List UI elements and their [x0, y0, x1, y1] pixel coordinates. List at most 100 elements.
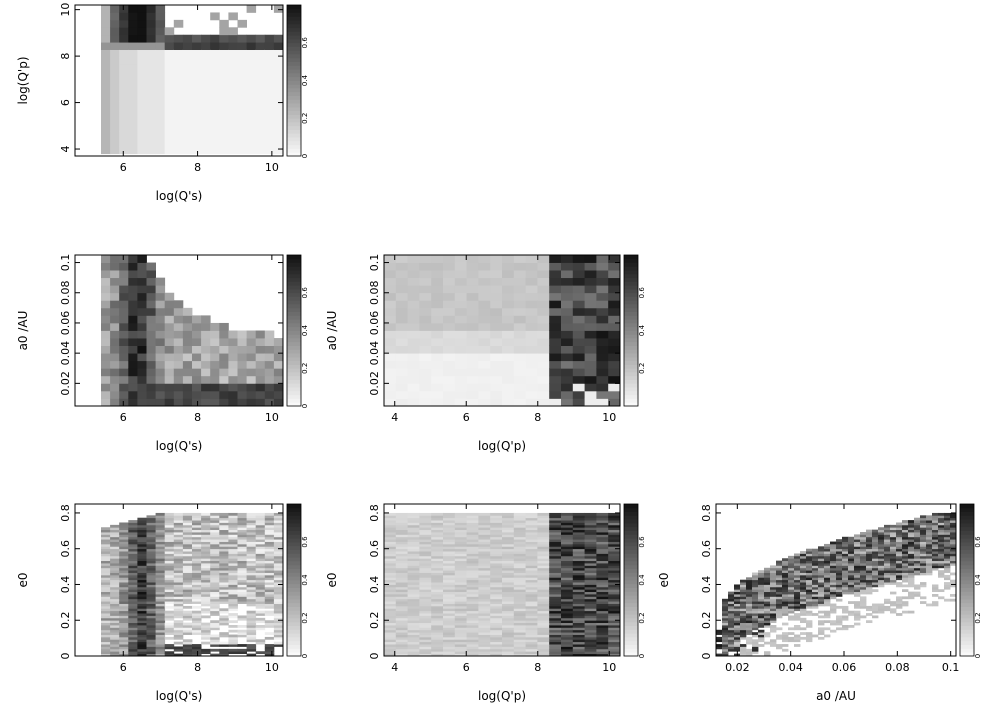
- heatmap-cell: [920, 522, 927, 526]
- heatmap-cell: [513, 543, 526, 547]
- heatmap-cell: [137, 307, 147, 316]
- heatmap-cell: [101, 639, 111, 643]
- heatmap-cell: [800, 605, 807, 609]
- heatmap-cell: [137, 563, 147, 566]
- heatmap-cell: [490, 512, 503, 516]
- heatmap-cell: [561, 546, 574, 550]
- heatmap-cell: [794, 560, 801, 564]
- heatmap-cell: [896, 584, 903, 588]
- heatmap-cell: [395, 629, 408, 633]
- heatmap-cell: [237, 546, 247, 550]
- heatmap-cell: [128, 146, 138, 155]
- x-axis-label: log(Q's): [156, 189, 203, 203]
- heatmap-cell: [137, 541, 147, 545]
- heatmap-cell: [128, 131, 138, 140]
- heatmap-cell: [419, 610, 432, 614]
- heatmap-cell: [950, 524, 957, 528]
- heatmap-cell: [830, 608, 837, 612]
- heatmap-cell: [101, 648, 111, 652]
- heatmap-cell: [549, 548, 562, 552]
- heatmap-cell: [119, 307, 129, 316]
- heatmap-cell: [549, 644, 562, 647]
- heatmap-cell: [572, 532, 585, 535]
- heatmap-cell: [824, 610, 831, 614]
- heatmap-cell: [128, 315, 138, 324]
- heatmap-cell: [758, 620, 765, 624]
- heatmap-cell: [513, 567, 526, 571]
- heatmap-cell: [155, 5, 166, 13]
- heatmap-cell: [478, 617, 491, 621]
- heatmap-cell: [884, 570, 891, 573]
- heatmap-cell: [608, 565, 621, 569]
- heatmap-cell: [608, 553, 621, 557]
- heatmap-cell: [228, 594, 238, 597]
- colorbar-step: [287, 511, 301, 516]
- heatmap-cell: [192, 558, 202, 562]
- colorbar-step: [287, 31, 301, 36]
- heatmap-cell: [525, 353, 538, 362]
- heatmap-cell: [537, 577, 550, 581]
- heatmap-cell: [872, 565, 879, 569]
- heatmap-cell: [395, 586, 408, 590]
- heatmap-cell: [384, 608, 397, 612]
- heatmap-cell: [384, 534, 397, 538]
- heatmap-cell: [812, 579, 819, 583]
- heatmap-cell: [734, 627, 741, 631]
- colorbar-step: [287, 285, 301, 290]
- heatmap-cell: [513, 315, 526, 324]
- heatmap-cell: [237, 64, 247, 73]
- heatmap-cell: [926, 536, 933, 540]
- heatmap-cell: [596, 551, 609, 554]
- heatmap-cell: [932, 524, 939, 528]
- heatmap-cell: [728, 641, 735, 645]
- heatmap-cell: [902, 520, 909, 523]
- heatmap-cell: [596, 591, 609, 595]
- heatmap-cell: [101, 270, 111, 279]
- heatmap-cell: [537, 589, 550, 593]
- heatmap-cell: [572, 330, 585, 339]
- heatmap-cell: [830, 577, 837, 581]
- colorbar-step: [287, 20, 301, 25]
- heatmap-cell: [782, 622, 789, 626]
- heatmap-cell: [806, 574, 813, 578]
- heatmap-cell: [561, 558, 574, 562]
- heatmap-cell: [119, 648, 129, 652]
- heatmap-cell: [878, 605, 885, 609]
- heatmap-cell: [255, 49, 266, 58]
- heatmap-cell: [219, 546, 229, 550]
- heatmap-cell: [128, 596, 138, 600]
- heatmap-cell: [752, 608, 759, 612]
- heatmap-cell: [443, 553, 456, 557]
- heatmap-cell: [137, 255, 147, 263]
- heatmap-cell: [525, 567, 538, 571]
- heatmap-cell: [596, 601, 609, 604]
- heatmap-cell: [101, 577, 111, 581]
- heatmap-cell: [146, 596, 156, 600]
- heatmap-cell: [758, 636, 765, 640]
- heatmap-cell: [466, 532, 479, 535]
- heatmap-cell: [395, 651, 408, 655]
- heatmap-cell: [164, 368, 175, 377]
- heatmap-cell: [119, 5, 129, 13]
- heatmap-cell: [502, 345, 515, 354]
- heatmap-cell: [128, 375, 138, 384]
- heatmap-cell: [219, 596, 229, 600]
- heatmap-cell: [596, 338, 609, 346]
- heatmap-cell: [255, 551, 266, 554]
- heatmap-cell: [201, 529, 211, 533]
- heatmap-cell: [110, 292, 120, 301]
- heatmap-cell: [896, 577, 903, 581]
- heatmap-cell: [419, 603, 432, 607]
- heatmap-cell: [854, 586, 861, 590]
- heatmap-cell: [155, 567, 166, 571]
- heatmap-cell: [752, 589, 759, 593]
- heatmap-cell: [902, 567, 909, 571]
- heatmap-cell: [128, 138, 138, 147]
- heatmap-cell: [146, 12, 156, 21]
- heatmap-cell: [173, 582, 184, 585]
- heatmap-cell: [466, 529, 479, 533]
- heatmap-cell: [101, 598, 111, 602]
- heatmap-cell: [101, 591, 111, 595]
- heatmap-cell: [938, 517, 945, 521]
- heatmap-cell: [776, 613, 783, 616]
